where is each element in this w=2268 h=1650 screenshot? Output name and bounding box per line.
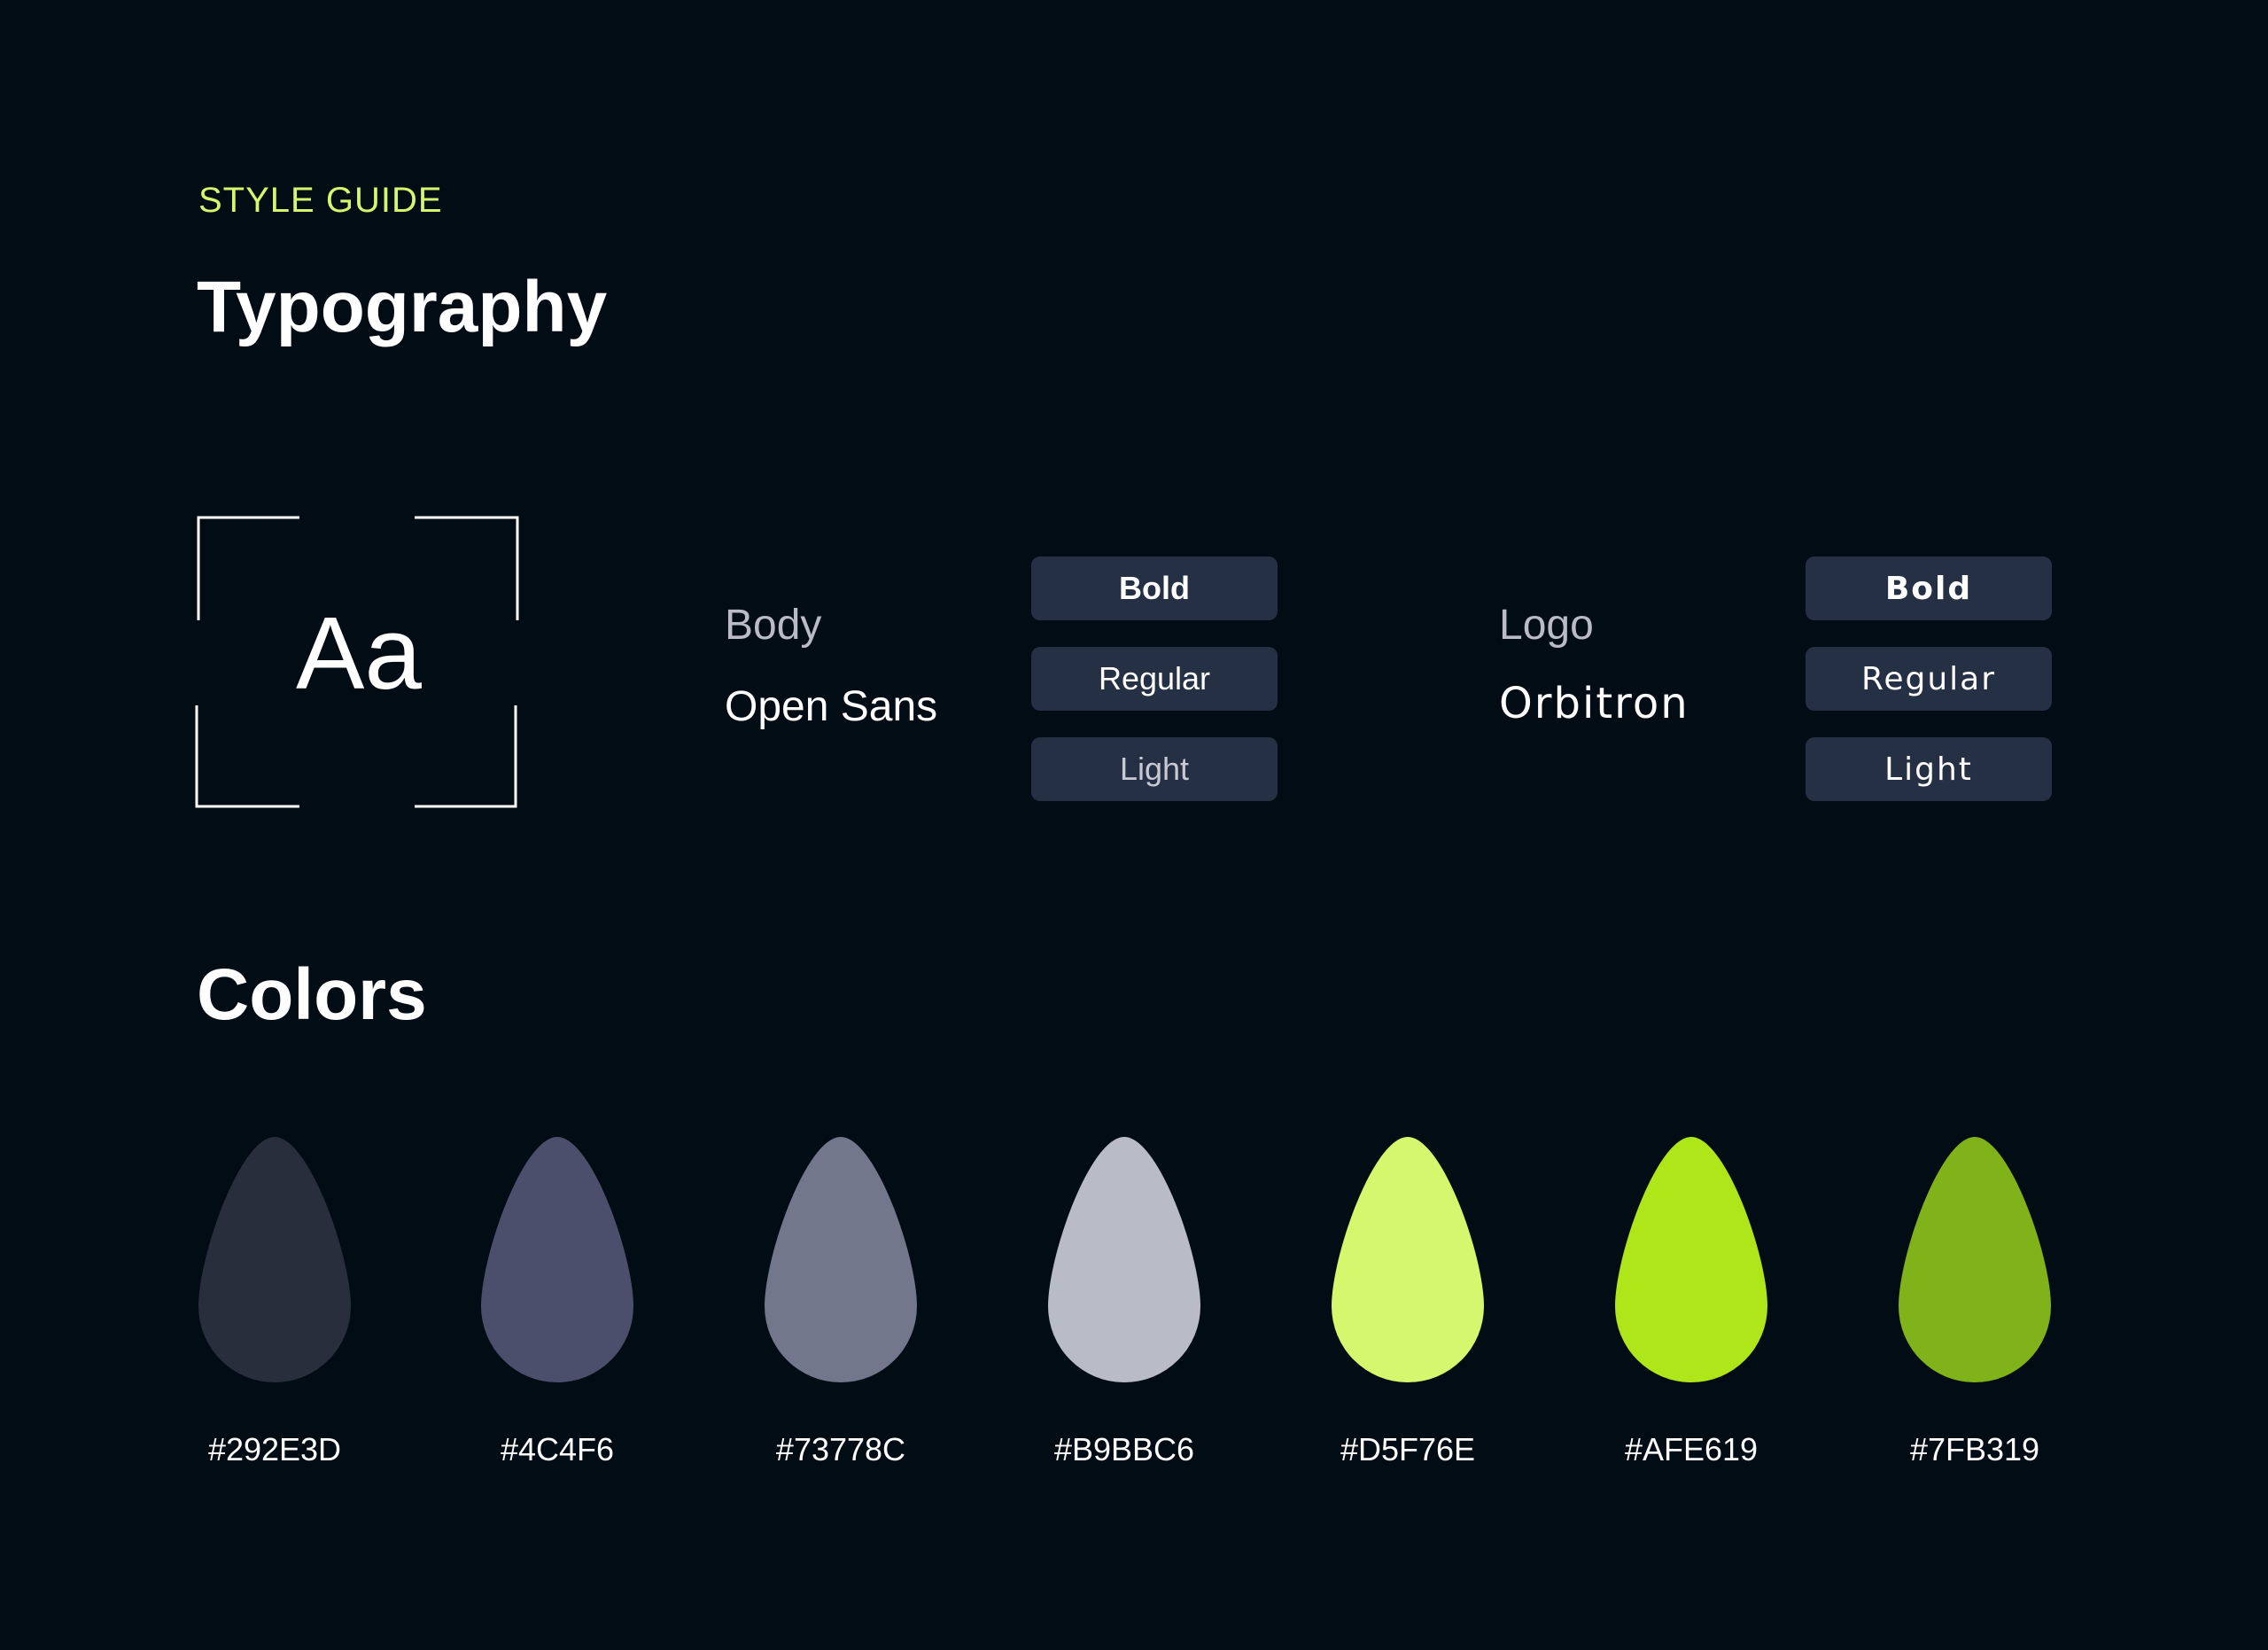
color-swatch-drop <box>481 1137 633 1382</box>
specimen-frame <box>195 516 519 808</box>
logo-font-name: Orbitron <box>1499 679 1689 728</box>
body-font-name: Open Sans <box>725 683 938 730</box>
body-font-label: Body <box>725 602 822 649</box>
color-swatch-drop <box>765 1137 917 1382</box>
logo-weight-regular: Regular <box>1806 647 2052 711</box>
swatch-shape <box>1048 1137 1200 1382</box>
type-specimen: Aa <box>296 595 422 711</box>
logo-weight-light: Light <box>1806 737 2052 801</box>
body-weight-bold: Bold <box>1031 556 1278 620</box>
page-title: Typography <box>197 267 608 347</box>
swatch-hex-label: #292E3D <box>207 1431 342 1467</box>
swatch-hex-label: #D5F76E <box>1340 1431 1476 1467</box>
swatch-shape <box>198 1137 351 1382</box>
color-swatch-drop <box>1332 1137 1484 1382</box>
body-weight-regular: Regular <box>1031 647 1278 711</box>
colors-title: Colors <box>197 954 427 1035</box>
swatch-hex-label: #4C4F6 <box>500 1431 615 1467</box>
body-weight-light: Light <box>1031 737 1278 801</box>
color-swatch-drop <box>198 1137 351 1382</box>
swatch-shape <box>481 1137 633 1382</box>
logo-weight-bold: Bold <box>1806 556 2052 620</box>
swatch-hex-label: #7FB319 <box>1909 1431 2040 1467</box>
eyebrow-label: STYLE GUIDE <box>198 181 443 220</box>
swatch-shape <box>1615 1137 1767 1382</box>
swatch-hex-label: #B9BBC6 <box>1053 1431 1195 1467</box>
color-swatch-drop <box>1899 1137 2051 1382</box>
swatch-shape <box>765 1137 917 1382</box>
swatch-shape <box>1899 1137 2051 1382</box>
swatch-hex-label: #73778C <box>775 1431 906 1467</box>
color-swatch-drop <box>1048 1137 1200 1382</box>
swatch-hex-label: #AFE619 <box>1624 1431 1759 1467</box>
color-swatch-drop <box>1615 1137 1767 1382</box>
swatch-shape <box>1332 1137 1484 1382</box>
logo-font-label: Logo <box>1499 602 1594 649</box>
